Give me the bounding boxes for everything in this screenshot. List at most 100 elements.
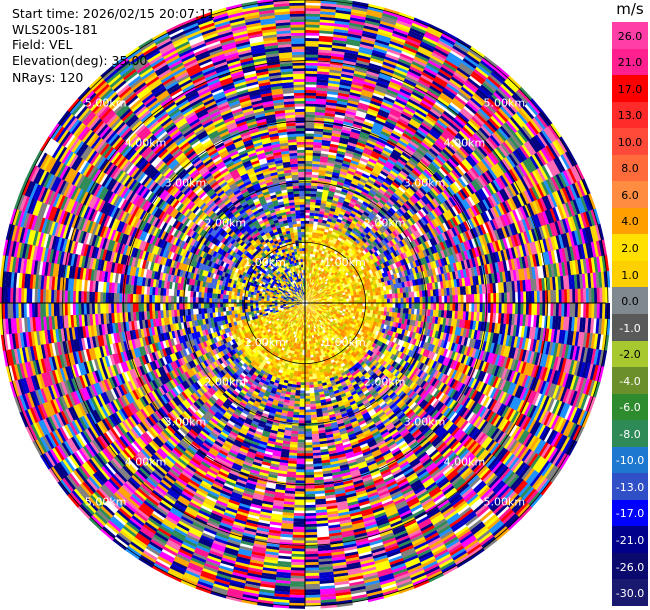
gate	[305, 264, 308, 268]
gate	[305, 258, 308, 262]
gate	[564, 303, 568, 317]
gate	[452, 303, 456, 311]
gate	[305, 144, 314, 148]
gate	[324, 178, 332, 183]
gate	[311, 237, 316, 241]
gate	[381, 303, 385, 308]
gate	[333, 31, 348, 37]
gate	[310, 199, 316, 203]
gate	[353, 294, 357, 298]
gate	[585, 288, 589, 304]
gate	[308, 242, 312, 246]
gate	[312, 155, 321, 159]
gate	[574, 288, 579, 304]
gate	[329, 72, 342, 77]
gate	[354, 305, 358, 309]
gate	[569, 303, 573, 318]
gate	[305, 95, 317, 99]
gate	[320, 156, 329, 160]
gate	[305, 16, 321, 20]
gate	[392, 298, 396, 304]
gate	[411, 297, 415, 304]
gate	[305, 223, 310, 227]
gate	[411, 291, 415, 298]
gate	[359, 297, 363, 301]
gate	[318, 169, 327, 174]
gate	[305, 0, 322, 4]
gate	[305, 5, 321, 9]
gate	[504, 292, 508, 304]
gate	[321, 194, 328, 199]
gate	[305, 155, 313, 159]
gate	[310, 188, 318, 192]
gate	[305, 215, 310, 219]
gate	[389, 293, 393, 299]
gate	[305, 98, 316, 102]
gate	[520, 303, 524, 315]
gate	[305, 24, 320, 28]
gate	[312, 161, 320, 165]
gate	[591, 303, 595, 319]
gate	[425, 296, 429, 304]
gate	[408, 303, 412, 309]
gate	[316, 194, 323, 198]
gate	[305, 122, 315, 126]
gate	[517, 291, 521, 304]
gate	[441, 303, 445, 311]
gate	[305, 29, 320, 34]
gate	[386, 289, 390, 295]
gate	[335, 12, 351, 18]
gate	[307, 253, 311, 257]
gate	[313, 144, 322, 149]
gate	[316, 73, 330, 78]
gate	[315, 95, 327, 100]
gate	[373, 295, 377, 300]
gate	[305, 32, 320, 36]
gate	[403, 297, 407, 304]
gate	[329, 66, 343, 72]
gate	[327, 91, 339, 96]
gate	[438, 295, 442, 304]
gate	[305, 261, 308, 265]
gate	[329, 298, 333, 301]
gate	[332, 42, 347, 47]
gate	[386, 307, 390, 312]
gate	[313, 246, 318, 250]
gate	[305, 138, 314, 142]
gate	[487, 293, 491, 304]
gate	[359, 157, 369, 164]
gate	[311, 242, 315, 247]
gate	[321, 197, 328, 202]
gate	[580, 288, 584, 304]
gate	[553, 289, 557, 304]
gate	[547, 290, 551, 304]
gate	[408, 297, 412, 304]
gate	[326, 96, 338, 101]
gate	[555, 289, 560, 304]
gate	[520, 291, 524, 304]
gate	[405, 292, 409, 298]
gate	[523, 303, 527, 315]
gate	[430, 303, 434, 310]
gate	[310, 204, 316, 208]
gate	[307, 261, 310, 265]
gate	[387, 298, 390, 304]
gate	[594, 303, 598, 319]
gate	[572, 288, 576, 304]
gate	[307, 283, 310, 287]
velocity-gates	[0, 0, 610, 609]
gate	[313, 141, 322, 146]
gate	[305, 87, 317, 91]
gate	[305, 40, 319, 44]
gate	[316, 79, 329, 83]
gate	[305, 185, 312, 189]
gate	[370, 295, 374, 300]
gate	[318, 172, 326, 177]
gate	[305, 179, 312, 183]
gate	[476, 303, 480, 313]
gate	[351, 307, 355, 311]
gate	[332, 36, 348, 42]
gate	[305, 68, 318, 72]
gate	[305, 250, 308, 254]
